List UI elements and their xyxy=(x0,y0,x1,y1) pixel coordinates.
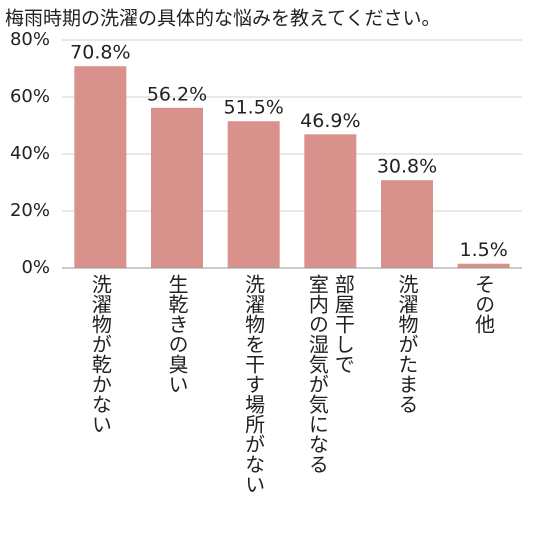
x-tick-label: 生乾きの臭い xyxy=(165,274,189,394)
bar xyxy=(457,263,510,268)
x-tick-label: その他 xyxy=(471,274,496,334)
value-label: 1.5% xyxy=(460,239,508,261)
value-label: 51.5% xyxy=(223,97,283,119)
y-tick-label: 60% xyxy=(10,86,50,107)
bar xyxy=(381,180,433,268)
chart-title: 梅雨時期の洗濯の具体的な悩みを教えてください。 xyxy=(5,8,440,30)
y-tick-label: 40% xyxy=(10,143,50,164)
value-label: 70.8% xyxy=(70,42,130,64)
value-label: 56.2% xyxy=(147,83,207,105)
x-tick-label: 洗濯物が乾かない xyxy=(88,274,113,434)
bar xyxy=(304,134,357,268)
value-label: 46.9% xyxy=(300,110,360,132)
x-tick-label: 洗濯物を干す場所がない xyxy=(241,274,266,494)
x-tick-label: 部屋干しで 室内の湿気が気になる xyxy=(305,274,356,474)
x-tick-label: 洗濯物がたまる xyxy=(395,274,419,414)
bar xyxy=(74,66,127,268)
y-tick-label: 20% xyxy=(10,200,50,221)
y-tick-label: 0% xyxy=(21,257,50,278)
bar xyxy=(151,107,203,268)
value-label: 30.8% xyxy=(377,156,437,178)
y-tick-label: 80% xyxy=(10,29,50,50)
bar xyxy=(227,121,280,268)
